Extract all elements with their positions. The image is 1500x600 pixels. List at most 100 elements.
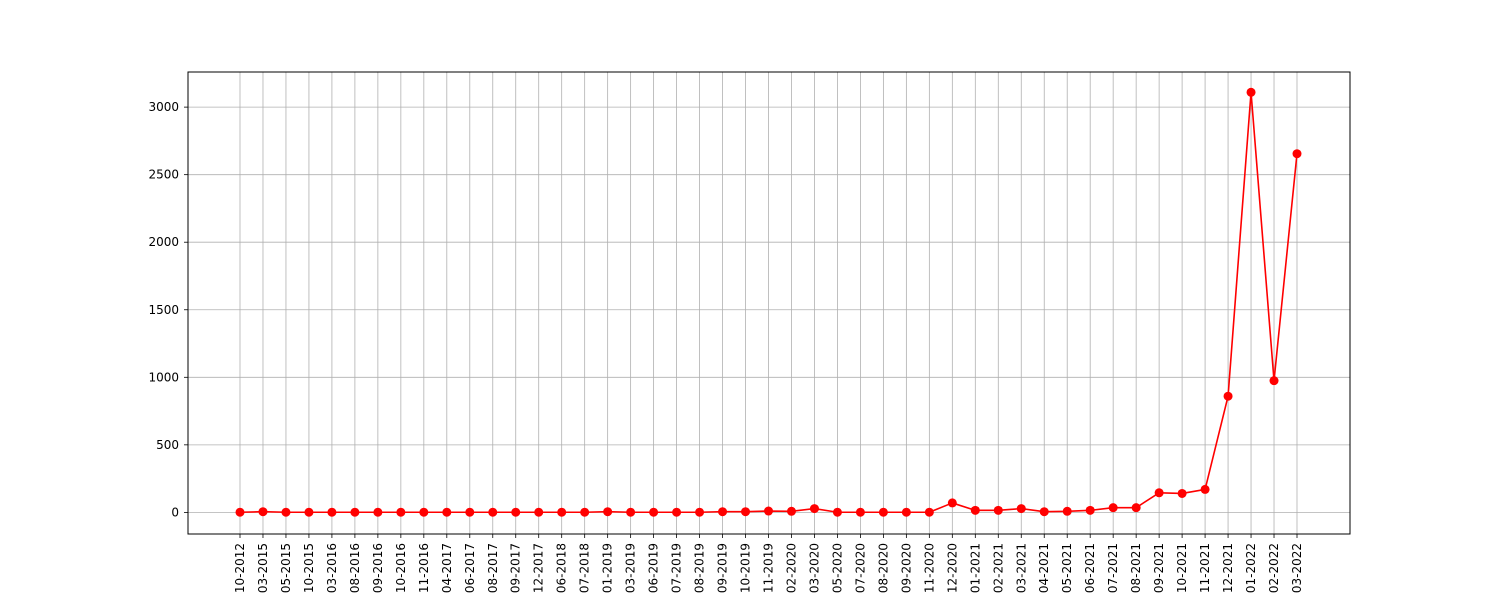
data-point	[603, 507, 613, 517]
y-tick-label: 1500	[148, 303, 179, 317]
data-point	[924, 507, 934, 517]
data-point	[580, 507, 590, 517]
x-tick-label: 11-2016	[417, 543, 431, 593]
x-tick-label: 10-2016	[394, 543, 408, 593]
data-point	[1269, 376, 1279, 386]
data-point	[626, 507, 636, 517]
x-tick-label: 10-2012	[233, 543, 247, 593]
data-point	[373, 507, 383, 517]
x-tick-label: 03-2022	[1290, 543, 1304, 593]
data-point	[327, 507, 337, 517]
data-point	[281, 507, 291, 517]
data-point	[695, 507, 705, 517]
y-axis: 0 500 1000 1500 2000 2500 3000	[148, 100, 188, 519]
data-point	[1039, 507, 1049, 517]
data-point	[718, 507, 728, 517]
data-point	[1200, 484, 1210, 494]
x-tick-label: 03-2019	[624, 543, 638, 593]
data-point	[1016, 504, 1026, 514]
x-tick-label: 06-2017	[463, 543, 477, 593]
x-tick-label: 11-2019	[762, 543, 776, 593]
y-tick-label: 0	[171, 505, 179, 519]
data-point	[350, 507, 360, 517]
data-point	[993, 505, 1003, 515]
x-tick-label: 12-2020	[945, 543, 959, 593]
x-tick-label: 01-2021	[968, 543, 982, 593]
x-tick-label: 05-2021	[1060, 543, 1074, 593]
x-tick-label: 03-2020	[807, 543, 821, 593]
x-tick-label: 07-2021	[1106, 543, 1120, 593]
x-tick-label: 09-2019	[716, 543, 730, 593]
data-point	[488, 507, 498, 517]
y-tick-label: 3000	[148, 100, 179, 114]
x-tick-label: 09-2016	[371, 543, 385, 593]
data-point	[258, 507, 268, 517]
y-tick-label: 2500	[148, 168, 179, 182]
data-point	[901, 507, 911, 517]
x-tick-label: 04-2021	[1037, 543, 1051, 593]
x-tick-label: 01-2019	[601, 543, 615, 593]
x-tick-label: 06-2019	[647, 543, 661, 593]
grid	[188, 72, 1350, 534]
x-tick-label: 02-2022	[1267, 543, 1281, 593]
x-tick-label: 10-2015	[302, 543, 316, 593]
x-tick-label: 08-2017	[486, 543, 500, 593]
series-layer	[235, 87, 1302, 517]
data-point	[465, 507, 475, 517]
data-point	[947, 498, 957, 508]
data-point	[741, 507, 751, 517]
x-tick-label: 01-2022	[1244, 543, 1258, 593]
x-tick-label: 07-2019	[670, 543, 684, 593]
data-point	[557, 507, 567, 517]
data-point	[1223, 391, 1233, 401]
data-point	[1154, 488, 1164, 498]
data-point	[832, 507, 842, 517]
x-tick-label: 03-2016	[325, 543, 339, 593]
data-point	[442, 507, 452, 517]
x-tick-label: 11-2021	[1198, 543, 1212, 593]
data-point	[764, 506, 773, 516]
x-tick-label: 11-2020	[922, 543, 936, 593]
x-tick-label: 05-2015	[279, 543, 293, 593]
data-point	[511, 507, 521, 517]
data-point	[396, 507, 406, 517]
x-tick-label: 12-2021	[1221, 543, 1235, 593]
x-tick-label: 12-2017	[532, 543, 546, 593]
data-point	[970, 505, 980, 515]
x-tick-label: 07-2018	[578, 543, 592, 593]
data-point	[1131, 503, 1141, 513]
x-tick-label: 08-2019	[693, 543, 707, 593]
data-point	[878, 507, 888, 517]
x-tick-label: 08-2020	[876, 543, 890, 593]
data-point	[1108, 503, 1118, 513]
data-point	[672, 507, 682, 517]
data-point	[649, 507, 659, 517]
x-tick-label: 09-2020	[899, 543, 913, 593]
data-point	[786, 506, 796, 516]
x-tick-label: 06-2018	[555, 543, 569, 593]
x-axis: 10-2012 03-2015 05-2015 10-2015 03-2016 08-20…	[233, 534, 1304, 593]
x-tick-label: 08-2016	[348, 543, 362, 593]
data-point	[1177, 488, 1187, 498]
x-tick-label: 03-2015	[256, 543, 270, 593]
x-tick-label: 07-2020	[853, 543, 867, 593]
x-tick-label: 10-2019	[739, 543, 753, 593]
y-tick-label: 1000	[148, 370, 179, 384]
y-tick-label: 500	[156, 438, 179, 452]
y-tick-label: 2000	[148, 235, 179, 249]
x-tick-label: 10-2021	[1175, 543, 1189, 593]
x-tick-label: 06-2021	[1083, 543, 1097, 593]
data-point	[809, 504, 819, 514]
data-point	[534, 507, 544, 517]
x-tick-label: 02-2020	[784, 543, 798, 593]
data-point	[235, 507, 245, 517]
x-tick-label: 02-2021	[991, 543, 1005, 593]
data-point	[1292, 149, 1302, 159]
data-point	[304, 507, 314, 517]
plot-frame	[187, 71, 1351, 535]
x-tick-label: 03-2021	[1014, 543, 1028, 593]
x-tick-label: 05-2020	[830, 543, 844, 593]
data-point	[1062, 506, 1072, 516]
data-point	[1246, 87, 1256, 97]
